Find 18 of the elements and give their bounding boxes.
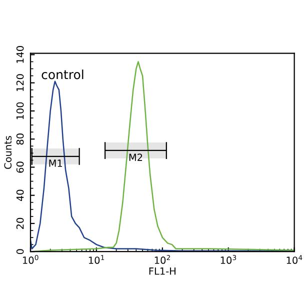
x-axis-title: FL1-H xyxy=(149,268,176,275)
x-tick-label: 10$^{1}$ xyxy=(88,255,104,264)
band-label: M2 xyxy=(129,154,142,161)
y-tick-label: 140 xyxy=(16,46,24,63)
y-tick-label: 0 xyxy=(16,249,24,254)
x-tick-label: 10$^{4}$ xyxy=(286,255,302,264)
band-label: M1 xyxy=(49,160,62,167)
x-tick-label: 10$^{3}$ xyxy=(220,255,236,264)
y-tick-label: 80 xyxy=(16,134,24,145)
x-tick-label: 10$^{0}$ xyxy=(23,255,38,264)
y-tick-label: 20 xyxy=(16,218,24,229)
y-tick-label: 100 xyxy=(16,102,24,120)
x-tick-label: 10$^{2}$ xyxy=(154,255,170,264)
annotation: control xyxy=(42,70,84,80)
y-tick-label: 120 xyxy=(16,74,24,92)
y-axis-title: Counts xyxy=(4,136,12,169)
y-tick-label: 40 xyxy=(16,190,24,202)
y-tick-label: 60 xyxy=(16,162,24,173)
